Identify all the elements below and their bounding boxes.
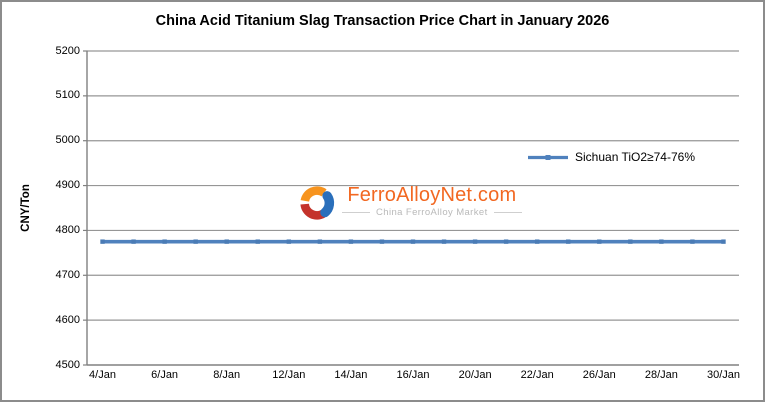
data-point-marker [379,239,385,244]
logo-tagline: China FerroAlloy Market [376,207,488,218]
data-point-marker [224,239,229,244]
data-point-marker [131,239,136,244]
ferroalloynet-logo-icon [300,186,335,220]
data-point-marker [472,239,478,244]
data-point-marker [721,239,726,244]
chart-title: China Acid Titanium Slag Transaction Pri… [155,13,610,29]
data-point-marker [193,239,198,244]
logo-arc-orange [300,186,327,203]
logo-brand-text: FerroAlloyNet.com [347,184,517,206]
data-point-marker [659,239,664,244]
data-point-marker [503,239,509,244]
tagline-left-rule [342,212,370,213]
legend: Sichuan TiO2≥74-76% [528,150,695,164]
data-point-marker [162,239,167,244]
data-point-marker [348,239,354,244]
legend-line-swatch [528,154,568,160]
legend-label: Sichuan TiO2≥74-76% [575,150,695,164]
data-point-marker [597,239,602,244]
tagline-right-rule [493,212,522,213]
legend-marker [545,154,551,160]
data-point-marker [690,239,695,244]
data-point-marker [566,239,571,244]
data-point-marker [100,239,105,244]
logo-arc-blue [320,191,335,218]
data-point-marker [410,239,416,244]
data-point-marker [441,239,447,244]
ferroalloynet-logo: FerroAlloyNet.com China FerroAlloy Marke… [298,184,522,222]
y-axis-title: CNY/Ton [20,184,32,232]
logo-tagline-row: China FerroAlloy Market [342,207,522,218]
data-point-marker [534,239,540,244]
data-point-marker [628,239,633,244]
data-point-marker [255,239,260,244]
data-point-marker [317,239,323,244]
data-point-marker [286,239,292,244]
